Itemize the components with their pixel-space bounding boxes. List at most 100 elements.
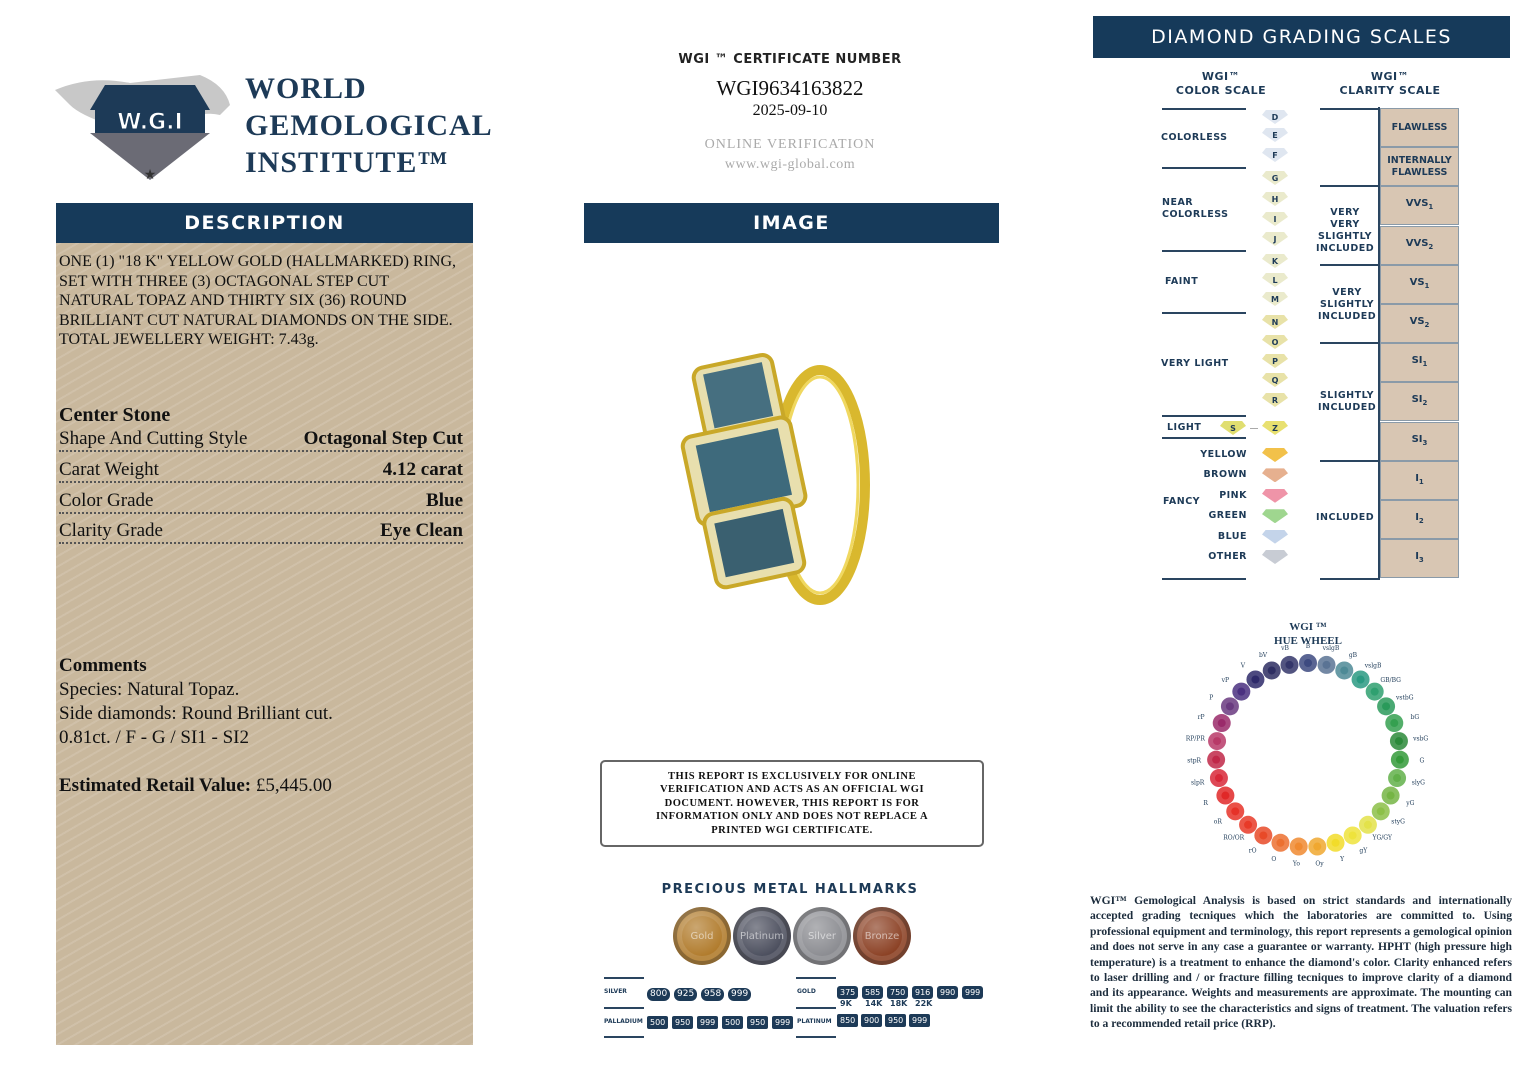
hue-label: slyG bbox=[1412, 779, 1425, 786]
gold-hallmark: 750 bbox=[887, 986, 909, 999]
spec-label: Color Grade bbox=[59, 490, 154, 511]
color-group-divider bbox=[1162, 415, 1246, 417]
hue-dot-center bbox=[1394, 737, 1403, 746]
verification-url[interactable]: www.wgi-global.com bbox=[724, 157, 856, 172]
clarity-grade-cell: FLAWLESS bbox=[1380, 108, 1459, 147]
hue-dot-center bbox=[1267, 666, 1276, 675]
fancy-diamond-icon bbox=[1262, 550, 1288, 564]
hue-dot-center bbox=[1363, 820, 1372, 829]
name-line: GEMOLOGICAL bbox=[245, 109, 493, 142]
palladium-hallmark: 999 bbox=[772, 1016, 794, 1029]
grade-subscript: 1 bbox=[1424, 281, 1430, 290]
hue-swatch: bG bbox=[1385, 714, 1419, 733]
clarity-grade-cell: I1 bbox=[1380, 460, 1459, 500]
divider bbox=[604, 1036, 644, 1038]
clarity-group-divider bbox=[1320, 264, 1380, 266]
hue-swatch: gY bbox=[1343, 826, 1368, 854]
medal-bronze: Bronze bbox=[853, 907, 911, 965]
hue-dot-center bbox=[1237, 687, 1246, 696]
hue-label: yG bbox=[1405, 800, 1414, 807]
hue-label: gB bbox=[1349, 652, 1358, 659]
grade-subscript: 1 bbox=[1418, 477, 1424, 486]
color-grade-q: Q bbox=[1262, 373, 1288, 387]
clarity-grade: VVS1 bbox=[1405, 198, 1434, 212]
medal-label: Platinum bbox=[739, 930, 785, 942]
fancy-diamond-icon bbox=[1262, 468, 1288, 483]
grade-subscript: 2 bbox=[1428, 242, 1434, 251]
spec-value: Eye Clean bbox=[380, 520, 463, 541]
range-dash bbox=[1250, 428, 1258, 429]
medal-platinum: Platinum bbox=[733, 907, 791, 965]
gold-hallmark: 916 bbox=[912, 986, 934, 999]
clarity-grade: I2 bbox=[1415, 512, 1424, 525]
fancy-diamond-icon bbox=[1262, 529, 1288, 544]
hue-swatch: B bbox=[1299, 643, 1317, 672]
svg-text:W.G.I: W.G.I bbox=[117, 110, 182, 135]
spec-row: Color Grade Blue bbox=[59, 490, 463, 514]
grade-subscript: 2 bbox=[1422, 399, 1428, 408]
clarity-group-label: VERY SLIGHTLY INCLUDED bbox=[1318, 287, 1377, 322]
gold-hallmark: 999 bbox=[962, 986, 984, 999]
hue-swatch: rP bbox=[1198, 714, 1231, 733]
hue-dot-center bbox=[1213, 737, 1222, 746]
hue-dot-center bbox=[1225, 702, 1234, 711]
hue-swatch: O bbox=[1271, 833, 1290, 863]
wgi-logo: W.G.I ★ bbox=[50, 55, 235, 185]
platinum-hallmark: 850 bbox=[837, 1014, 859, 1027]
hue-swatch: styG bbox=[1371, 802, 1405, 826]
color-grade-l: L bbox=[1262, 273, 1288, 287]
hue-dot-center bbox=[1231, 807, 1240, 816]
gold-hallmark: 375 bbox=[837, 986, 859, 999]
color-group-divider bbox=[1162, 250, 1246, 252]
hue-dot-center bbox=[1251, 675, 1260, 684]
silver-hallmark: 958 bbox=[701, 988, 725, 1001]
hue-label: gY bbox=[1359, 847, 1368, 854]
hue-label: vP bbox=[1221, 677, 1229, 684]
hue-swatch: vslgB bbox=[1317, 645, 1340, 674]
fancy-diamond-icon bbox=[1262, 509, 1288, 524]
hue-dot-center bbox=[1259, 831, 1268, 840]
color-grade-o: O bbox=[1262, 335, 1288, 349]
title-line: COLOR SCALE bbox=[1175, 84, 1267, 97]
spec-row: Clarity Grade Eye Clean bbox=[59, 520, 463, 544]
hue-dot-center bbox=[1395, 755, 1404, 764]
color-group-label: VERY LIGHT bbox=[1161, 358, 1229, 369]
clarity-grade-cell: SI1 bbox=[1380, 343, 1459, 383]
hue-swatch: Y bbox=[1326, 833, 1345, 863]
grade-subscript: 1 bbox=[1422, 360, 1428, 369]
hue-dot-center bbox=[1244, 820, 1253, 829]
platinum-label: PLATINUM bbox=[797, 1018, 832, 1025]
grade-subscript: 2 bbox=[1418, 517, 1424, 525]
clarity-grade: SI1 bbox=[1411, 355, 1428, 369]
palladium-label: PALLADIUM bbox=[604, 1018, 643, 1025]
hue-dot-center bbox=[1221, 791, 1230, 800]
hue-label: Oy bbox=[1315, 860, 1324, 867]
hue-label: styG bbox=[1391, 819, 1405, 826]
divider bbox=[796, 1007, 836, 1009]
hue-label: vstbG bbox=[1395, 694, 1414, 701]
hue-swatch: GB/BG bbox=[1365, 677, 1401, 701]
comments-title: Comments bbox=[59, 655, 147, 676]
hue-swatch: yG bbox=[1381, 786, 1415, 807]
hue-dot-center bbox=[1370, 687, 1379, 696]
fancy-color-label: YELLOW bbox=[1200, 449, 1247, 460]
comment-line: Species: Natural Topaz. bbox=[59, 679, 240, 700]
hue-dot-center bbox=[1386, 791, 1395, 800]
hue-swatch: vP bbox=[1221, 677, 1251, 701]
hue-swatch: oR bbox=[1214, 802, 1245, 826]
gold-hallmark: 990 bbox=[937, 986, 959, 999]
hue-dot-center bbox=[1304, 659, 1312, 667]
grade-subscript: 3 bbox=[1418, 556, 1424, 565]
color-group-divider bbox=[1162, 108, 1246, 110]
retail-label: Estimated Retail Value: bbox=[59, 775, 252, 796]
hue-swatch: RP/PR bbox=[1186, 732, 1227, 751]
medal-silver: Silver bbox=[793, 907, 851, 965]
clarity-grade: VS1 bbox=[1409, 276, 1430, 290]
spec-row: Shape And Cutting Style Octagonal Step Cu… bbox=[59, 428, 463, 452]
hue-swatch: vslgB bbox=[1351, 663, 1382, 689]
hue-swatch: Oy bbox=[1308, 837, 1327, 867]
color-grade-z: Z bbox=[1262, 421, 1288, 435]
fancy-color-label: BLUE bbox=[1217, 530, 1247, 542]
hue-swatch: gB bbox=[1335, 652, 1358, 680]
clarity-grade-cell: I3 bbox=[1380, 539, 1459, 579]
